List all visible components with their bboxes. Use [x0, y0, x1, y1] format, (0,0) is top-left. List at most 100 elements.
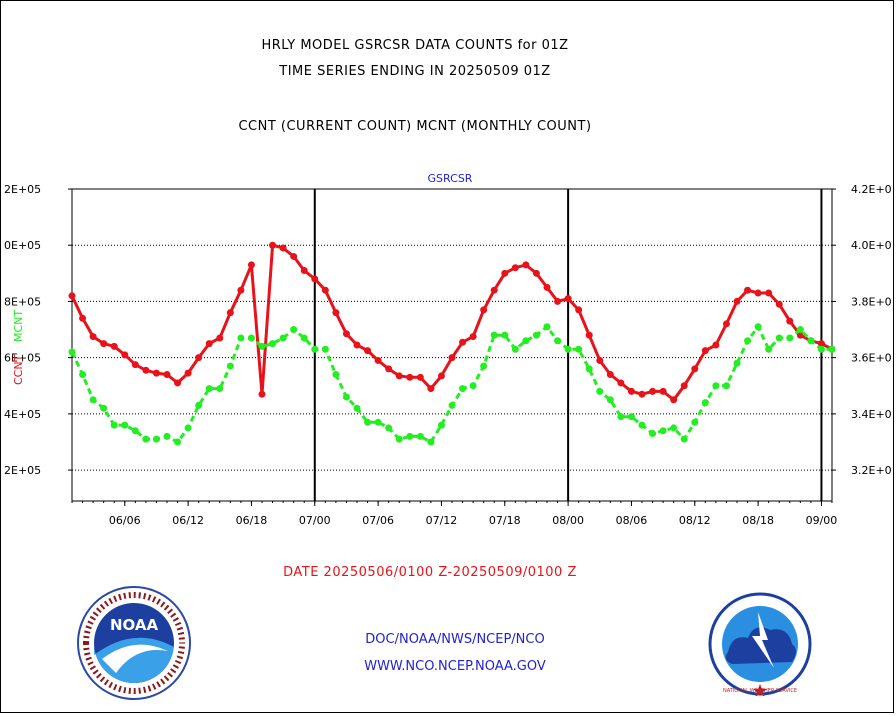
chart-title-line3: CCNT (CURRENT COUNT) MCNT (MONTHLY COUNT… — [238, 119, 592, 134]
data-point-mcnt — [269, 340, 277, 348]
data-point-ccnt — [564, 295, 572, 303]
data-point-ccnt — [216, 334, 224, 342]
data-point-ccnt — [427, 385, 435, 393]
data-point-mcnt — [796, 326, 804, 334]
data-point-ccnt — [765, 289, 773, 297]
data-point-mcnt — [596, 387, 604, 395]
y-axis-label-mcnt: MCNT — [12, 310, 25, 342]
data-point-ccnt — [596, 356, 604, 364]
data-point-mcnt — [712, 382, 720, 390]
data-point-ccnt — [733, 297, 741, 305]
data-point-mcnt — [342, 393, 350, 401]
data-point-mcnt — [311, 345, 319, 353]
data-point-ccnt — [416, 373, 424, 381]
data-point-mcnt — [670, 424, 678, 432]
data-point-ccnt — [79, 314, 87, 322]
data-point-ccnt — [659, 387, 667, 395]
data-point-mcnt — [554, 337, 562, 345]
x-tick-label: 08/00 — [552, 514, 584, 527]
data-point-ccnt — [701, 347, 709, 355]
data-point-ccnt — [617, 379, 625, 387]
data-point-ccnt — [311, 275, 319, 283]
data-point-mcnt — [786, 334, 794, 342]
data-point-mcnt — [226, 362, 234, 370]
data-point-mcnt — [680, 435, 688, 443]
data-point-mcnt — [152, 435, 160, 443]
panel-title: GSRCSR — [427, 172, 473, 185]
data-point-ccnt — [511, 264, 519, 272]
y-right-tick-label: 4.2E+0 — [851, 183, 892, 196]
data-point-ccnt — [606, 371, 614, 379]
data-point-mcnt — [649, 430, 657, 438]
data-point-ccnt — [501, 269, 509, 277]
footer-url: WWW.NCO.NCEP.NOAA.GOV — [364, 659, 546, 674]
data-point-ccnt — [321, 286, 329, 294]
x-tick-label: 07/00 — [299, 514, 331, 527]
data-point-ccnt — [649, 387, 657, 395]
data-point-ccnt — [406, 373, 414, 381]
y-right-tick-label: 3.4E+0 — [851, 408, 892, 421]
data-point-ccnt — [121, 351, 129, 359]
x-tick-label: 06/06 — [109, 514, 141, 527]
data-point-ccnt — [722, 320, 730, 328]
data-point-ccnt — [205, 340, 213, 348]
data-point-mcnt — [237, 334, 245, 342]
y-right-tick-label: 3.6E+0 — [851, 352, 892, 365]
data-point-mcnt — [807, 337, 815, 345]
chart-series — [68, 241, 836, 446]
data-point-ccnt — [554, 297, 562, 305]
data-point-ccnt — [754, 289, 762, 297]
x-tick-label: 06/12 — [172, 514, 204, 527]
data-point-mcnt — [522, 337, 530, 345]
data-point-mcnt — [469, 382, 477, 390]
data-point-mcnt — [385, 424, 393, 432]
data-point-mcnt — [364, 418, 372, 426]
data-point-mcnt — [290, 326, 298, 334]
chart-title-line2: TIME SERIES ENDING IN 20250509 01Z — [279, 64, 551, 79]
data-point-ccnt — [68, 292, 76, 300]
data-point-mcnt — [765, 345, 773, 353]
data-point-ccnt — [237, 286, 245, 294]
data-point-ccnt — [247, 261, 255, 269]
data-point-ccnt — [775, 300, 783, 308]
data-point-mcnt — [480, 362, 488, 370]
data-point-ccnt — [142, 366, 150, 374]
data-point-ccnt — [744, 286, 752, 294]
data-point-ccnt — [332, 309, 340, 317]
data-point-ccnt — [522, 261, 530, 269]
data-point-mcnt — [701, 399, 709, 407]
noaa-logo-text: NOAA — [110, 616, 159, 634]
data-point-ccnt — [585, 331, 593, 339]
data-point-mcnt — [332, 371, 340, 379]
data-point-ccnt — [364, 347, 372, 355]
y-left-tick-label: 0E+05 — [4, 239, 41, 252]
data-point-ccnt — [385, 365, 393, 373]
data-point-mcnt — [195, 401, 203, 409]
data-point-ccnt — [575, 306, 583, 314]
data-point-mcnt — [817, 345, 825, 353]
chart-title-line1: HRLY MODEL GSRCSR DATA COUNTS for 01Z — [261, 38, 569, 53]
noaa-logo: NOAA — [77, 586, 191, 700]
data-point-mcnt — [216, 385, 224, 393]
data-point-mcnt — [395, 435, 403, 443]
footer-agency: DOC/NOAA/NWS/NCEP/NCO — [365, 632, 545, 647]
data-point-mcnt — [321, 345, 329, 353]
y-left-tick-label: 8E+05 — [4, 295, 41, 308]
data-point-mcnt — [300, 334, 308, 342]
data-point-mcnt — [353, 404, 361, 412]
x-tick-label: 09/00 — [806, 514, 838, 527]
y-right-tick-label: 3.8E+0 — [851, 295, 892, 308]
data-point-ccnt — [290, 252, 298, 260]
data-point-ccnt — [269, 241, 277, 249]
data-point-ccnt — [184, 369, 192, 377]
data-point-ccnt — [89, 333, 97, 341]
data-point-ccnt — [469, 333, 477, 341]
data-point-mcnt — [279, 334, 287, 342]
data-point-mcnt — [775, 334, 783, 342]
x-tick-label: 07/06 — [362, 514, 394, 527]
data-point-mcnt — [564, 345, 572, 353]
data-point-ccnt — [543, 283, 551, 291]
date-range-label: DATE 20250506/0100 Z-20250509/0100 Z — [283, 565, 577, 580]
data-point-mcnt — [744, 337, 752, 345]
data-point-ccnt — [131, 361, 139, 369]
